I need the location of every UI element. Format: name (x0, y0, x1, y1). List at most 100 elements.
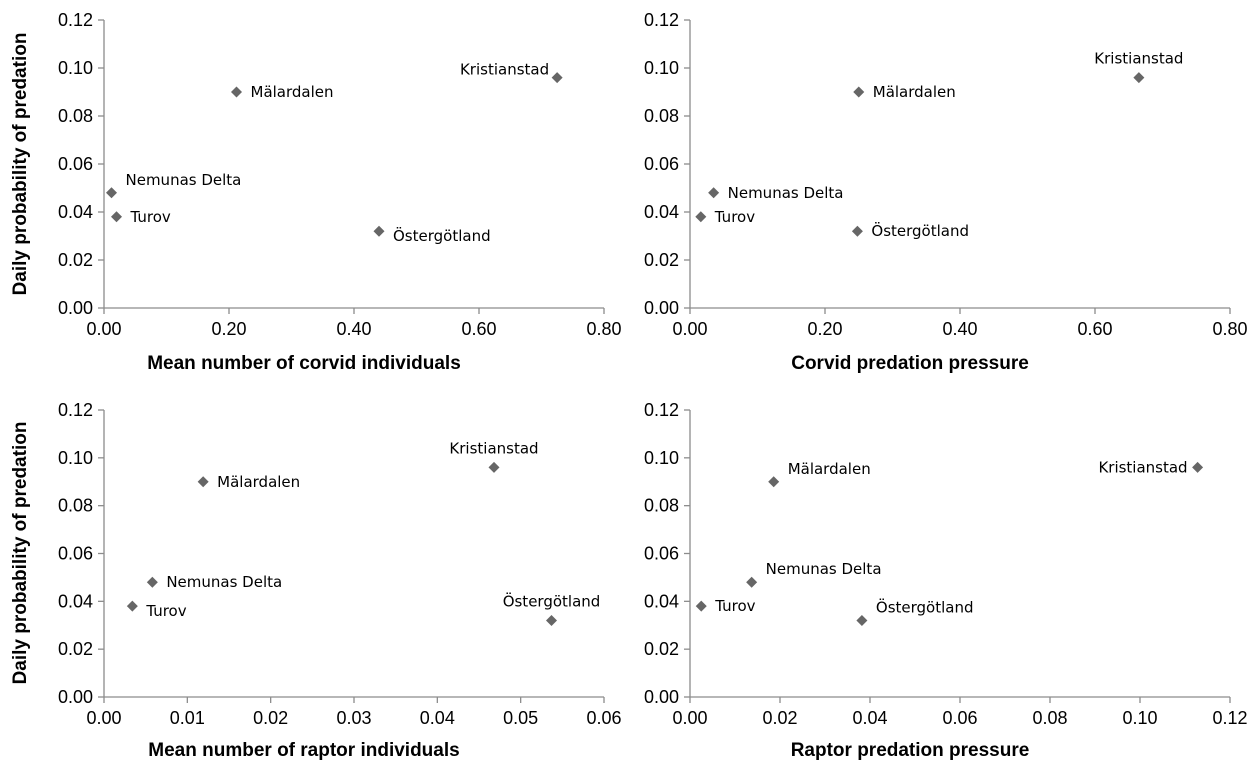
y-tick-label: 0.12 (644, 10, 679, 30)
point-label: Turov (714, 208, 755, 226)
data-point-kristianstad (551, 72, 563, 84)
data-point-nemunas-delta (146, 576, 158, 588)
point-label: Mälardalen (217, 473, 300, 491)
y-tick-label: 0.04 (58, 591, 93, 611)
panel-corvid-individuals: 0.00 0.02 0.04 0.06 0.08 0.10 0.12 0.00 0.20 0.40… (10, 10, 622, 374)
x-axis-label: Corvid predation pressure (791, 353, 1029, 374)
x-tick-label: 0.00 (672, 708, 707, 728)
point-label: Kristianstad (449, 439, 538, 457)
data-point-nemunas-delta (708, 187, 720, 199)
x-tick-label: 0.80 (1212, 319, 1247, 339)
data-point-kristianstad (1192, 461, 1204, 473)
y-tick-label: 0.08 (644, 496, 679, 516)
y-tick-label: 0.08 (644, 106, 679, 126)
point-label: Nemunas Delta (766, 560, 882, 578)
data-point--sterg-tland (546, 614, 557, 626)
y-tick-label: 0.02 (58, 639, 93, 659)
point-label: Östergötland (393, 226, 491, 245)
data-point-turov (695, 600, 707, 612)
point-label: Östergötland (503, 591, 601, 610)
panel-corvid-pressure: 0.00 0.02 0.04 0.06 0.08 0.10 0.12 0.00 0.20 0.40… (644, 10, 1248, 374)
point-label: Nemunas Delta (126, 171, 242, 189)
data-point-nemunas-delta (746, 576, 758, 588)
y-tick-label: 0.04 (58, 202, 93, 222)
x-tick-label: 0.01 (170, 708, 205, 728)
y-tick-label: 0.00 (58, 687, 93, 707)
point-label: Mälardalen (788, 460, 871, 478)
y-tick-label: 0.04 (644, 202, 679, 222)
data-point--sterg-tland (851, 225, 863, 237)
x-tick-label: 0.04 (420, 708, 455, 728)
point-label: Mälardalen (251, 83, 334, 101)
point-label: Nemunas Delta (728, 184, 844, 202)
y-tick-label: 0.08 (58, 496, 93, 516)
data-point--sterg-tland (856, 614, 868, 626)
y-tick-label: 0.12 (58, 10, 93, 30)
point-label: Kristianstad (1094, 50, 1183, 68)
y-tick-label: 0.10 (58, 448, 93, 468)
x-tick-label: 0.04 (852, 708, 887, 728)
point-label: Mälardalen (873, 83, 956, 101)
data-point-m-lardalen (853, 86, 865, 98)
panel-raptor-individuals: 0.00 0.02 0.04 0.06 0.08 0.10 0.12 0.00 0.01 0.02… (10, 400, 622, 761)
point-label: Kristianstad (1098, 458, 1187, 476)
y-tick-label: 0.06 (58, 544, 93, 564)
x-axis-label: Mean number of raptor individuals (148, 740, 459, 761)
data-point-kristianstad (1133, 72, 1145, 84)
data-point-turov (126, 600, 138, 612)
y-axis-label: Daily probability of predation (10, 422, 31, 685)
y-tick-label: 0.12 (644, 400, 679, 420)
y-tick-label: 0.06 (644, 154, 679, 174)
data-point--sterg-tland (373, 225, 385, 237)
data-point-nemunas-delta (106, 187, 117, 199)
y-tick-label: 0.02 (644, 639, 679, 659)
y-tick-label: 0.06 (644, 544, 679, 564)
x-tick-label: 0.60 (1077, 319, 1112, 339)
point-label: Turov (714, 597, 755, 615)
x-tick-label: 0.10 (1122, 708, 1157, 728)
y-tick-label: 0.10 (644, 448, 679, 468)
x-tick-label: 0.00 (86, 708, 121, 728)
point-label: Kristianstad (460, 61, 549, 79)
x-tick-label: 0.80 (586, 319, 621, 339)
y-tick-label: 0.00 (58, 298, 93, 318)
point-label: Nemunas Delta (166, 573, 282, 591)
y-tick-label: 0.02 (58, 250, 93, 270)
x-tick-label: 0.02 (762, 708, 797, 728)
x-axis-label: Mean number of corvid individuals (147, 353, 461, 374)
x-tick-label: 0.12 (1212, 708, 1247, 728)
x-tick-label: 0.06 (586, 708, 621, 728)
point-label: Östergötland (871, 221, 969, 240)
y-axis-label: Daily probability of predation (10, 33, 31, 296)
x-tick-label: 0.40 (942, 319, 977, 339)
x-axis-label: Raptor predation pressure (791, 740, 1030, 761)
x-tick-label: 0.02 (253, 708, 288, 728)
x-tick-label: 0.40 (336, 319, 371, 339)
x-tick-label: 0.05 (503, 708, 538, 728)
x-tick-label: 0.00 (86, 319, 121, 339)
y-tick-label: 0.06 (58, 154, 93, 174)
y-tick-label: 0.00 (644, 687, 679, 707)
point-label: Östergötland (876, 597, 974, 616)
data-point-m-lardalen (768, 476, 780, 488)
data-point-kristianstad (488, 461, 500, 473)
point-label: Turov (130, 208, 171, 226)
data-point-m-lardalen (197, 476, 209, 488)
x-tick-label: 0.08 (1032, 708, 1067, 728)
point-label: Turov (145, 602, 186, 620)
y-tick-label: 0.02 (644, 250, 679, 270)
x-tick-label: 0.03 (336, 708, 371, 728)
panel-raptor-pressure: 0.00 0.02 0.04 0.06 0.08 0.10 0.12 0.00 0.02 0.04… (644, 400, 1248, 761)
y-tick-label: 0.12 (58, 400, 93, 420)
x-tick-label: 0.20 (211, 319, 246, 339)
data-point-turov (111, 211, 122, 223)
x-tick-label: 0.00 (672, 319, 707, 339)
y-tick-label: 0.00 (644, 298, 679, 318)
x-tick-label: 0.06 (942, 708, 977, 728)
data-point-m-lardalen (231, 86, 242, 98)
y-tick-label: 0.10 (644, 58, 679, 78)
x-tick-label: 0.60 (461, 319, 496, 339)
data-point-turov (695, 211, 707, 223)
y-tick-label: 0.04 (644, 591, 679, 611)
